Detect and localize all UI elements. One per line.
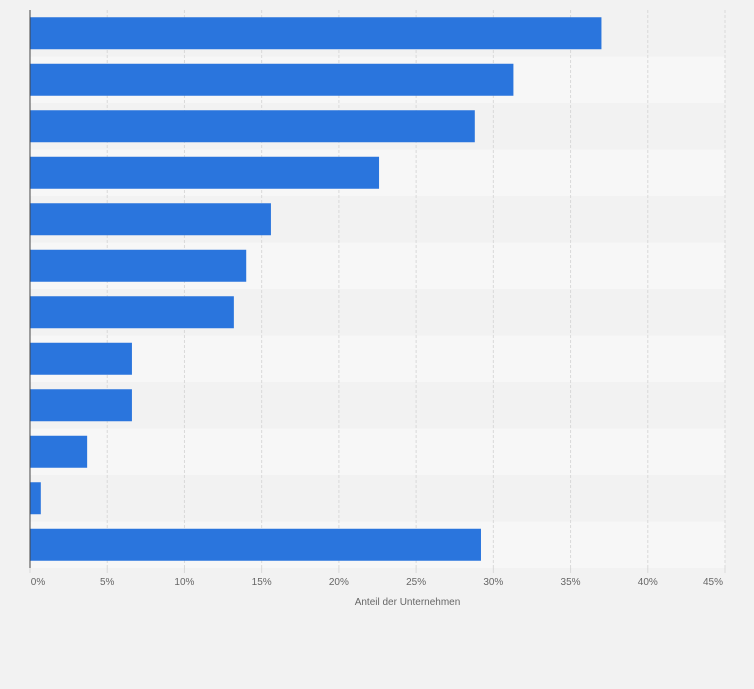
- gridlines: [106, 10, 726, 568]
- x-tick-label: 40%: [638, 577, 658, 588]
- row-band: [30, 382, 725, 429]
- x-tick-label: 10%: [174, 577, 194, 588]
- bar: [30, 435, 88, 468]
- x-tick-label: 20%: [329, 577, 349, 588]
- bars: [30, 17, 602, 561]
- bar: [30, 110, 475, 143]
- row-band: [30, 335, 725, 382]
- row-band: [30, 475, 725, 522]
- x-axis-ticks: 0% 5% 10% 15% 20% 25% 30% 35% 40% 45%: [29, 568, 726, 588]
- bar: [30, 203, 271, 236]
- x-tick-label: 5%: [100, 577, 115, 588]
- bar: [30, 17, 602, 50]
- x-tick-label: 45%: [703, 577, 723, 588]
- bar: [30, 389, 132, 422]
- x-tick-label: 35%: [561, 577, 581, 588]
- x-tick-label: 30%: [483, 577, 503, 588]
- bar: [30, 528, 481, 561]
- row-band: [30, 428, 725, 475]
- bar: [30, 482, 41, 515]
- bar: [30, 342, 132, 375]
- bar: [30, 63, 514, 96]
- bar: [30, 296, 234, 329]
- x-tick-label: 25%: [406, 577, 426, 588]
- x-axis-title: Anteil der Unternehmen: [355, 597, 461, 608]
- bar: [30, 249, 247, 282]
- x-tick-label: 15%: [252, 577, 272, 588]
- bar: [30, 156, 380, 189]
- x-tick-label: 0%: [31, 577, 46, 588]
